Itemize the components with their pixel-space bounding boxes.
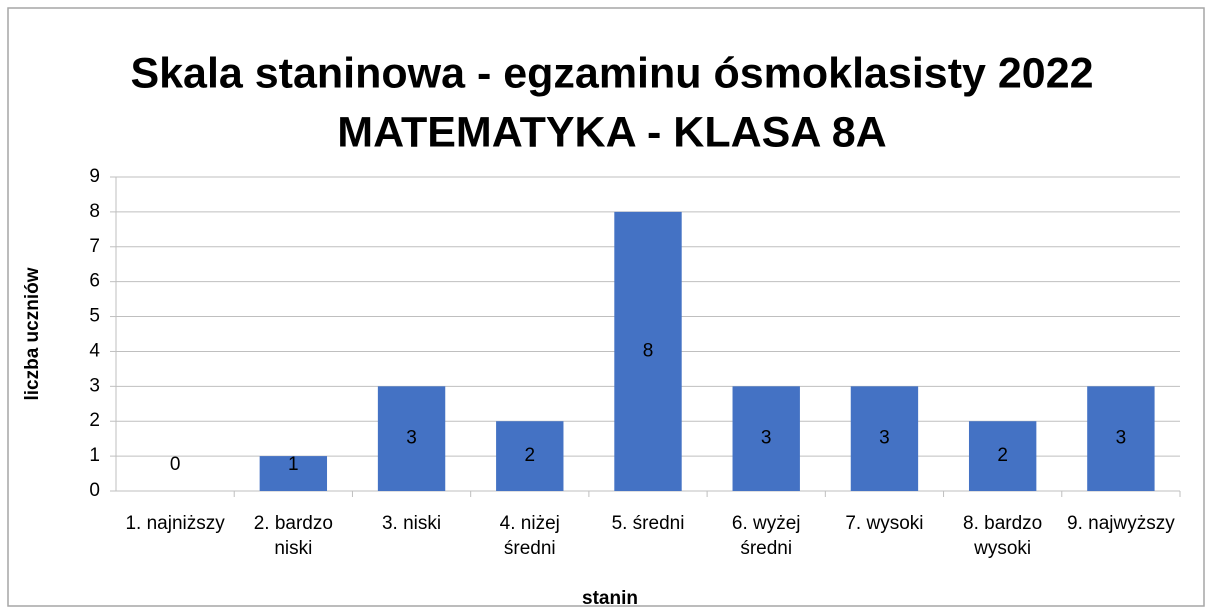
x-tick-label: 3. niski [381, 513, 442, 534]
y-tick-label: 8 [89, 201, 100, 222]
x-tick-label: 7. wysoki [845, 513, 924, 534]
bar [732, 386, 800, 491]
y-tick-label: 9 [89, 166, 100, 187]
data-label: 3 [1116, 428, 1127, 449]
x-tick-label: 2. bardzo niski [253, 513, 333, 559]
x-tick-label: 8. bardzo wysoki [963, 513, 1043, 559]
data-label: 3 [879, 428, 890, 449]
x-tick-label: 6. wyżej średni [731, 513, 801, 559]
bar [377, 386, 446, 491]
chart-title: MATEMATYKA - KLASA 8A [337, 108, 886, 156]
chart-title: Skala staninowa - egzaminu ósmoklasisty … [130, 49, 1093, 97]
y-tick-label: 0 [89, 480, 100, 501]
x-tick-label: 9. najwyższy [1067, 513, 1175, 534]
y-tick-label: 2 [89, 410, 100, 431]
y-tick-label: 4 [89, 340, 100, 361]
data-label: 8 [643, 340, 654, 361]
data-label: 2 [524, 445, 535, 466]
data-label: 3 [406, 428, 417, 449]
x-tick-label: 4. niżej średni [499, 513, 560, 559]
bar [614, 211, 682, 491]
data-label: 3 [761, 428, 772, 449]
y-axis-label: liczba uczniów [22, 267, 43, 400]
x-tick-label: 5. średni [611, 513, 685, 534]
y-tick-label: 6 [89, 271, 100, 292]
y-tick-label: 5 [89, 306, 100, 327]
bar [259, 456, 328, 491]
bar [968, 421, 1037, 491]
x-tick-label: 1. najniższy [125, 513, 225, 534]
y-tick-label: 7 [89, 236, 100, 257]
data-label: 1 [288, 454, 299, 475]
bar [850, 386, 919, 491]
bar [1087, 386, 1155, 491]
data-label: 0 [170, 454, 181, 475]
x-axis-label: stanin [582, 588, 638, 609]
y-tick-label: 3 [89, 375, 100, 396]
chart-border [7, 7, 1205, 607]
data-label: 2 [997, 445, 1008, 466]
y-tick-label: 1 [89, 445, 100, 466]
bar [496, 421, 564, 491]
